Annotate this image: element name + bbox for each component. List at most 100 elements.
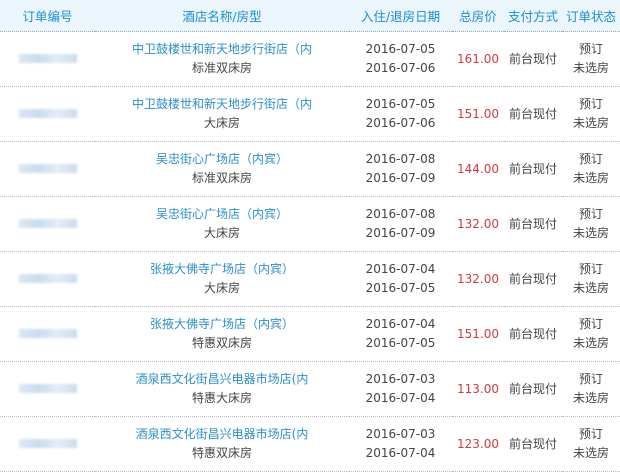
table-row[interactable]: 酒泉西文化街昌兴电器市场店(内 特惠大床房 2016-07-03 2016-07-0… [0,361,620,417]
hotel-link[interactable]: 吴忠街心广场店（内宾） [155,152,288,166]
room-type: 标准双床房 [191,171,252,185]
table-row[interactable]: 中卫鼓楼世和新天地步行街店（内 大床房 2016-07-05 2016-07-06 … [0,86,620,142]
table-row[interactable]: 张掖大佛寺广场店（内宾） 大床房 2016-07-04 2016-07-05 132… [0,251,620,307]
table-row[interactable]: 张掖大佛寺广场店（内宾） 特惠双床房 2016-07-04 2016-07-05 1… [0,306,620,362]
dates-cell: 2016-07-04 2016-07-05 [349,306,452,362]
status-cell: 预订 未选房 [562,361,620,417]
checkin-date: 2016-07-04 [365,317,436,331]
hotel-link[interactable]: 中卫鼓楼世和新天地步行街店（内 [131,97,312,111]
hotel-link[interactable]: 吴忠街心广场店（内宾） [155,207,288,221]
col-hotel: 酒店名称/房型 [95,0,349,32]
checkin-date: 2016-07-08 [365,207,436,221]
status-booked: 预订 [578,317,603,331]
hotel-cell: 酒泉西文化街昌兴电器市场店(内 特惠双床房 [95,416,349,472]
checkin-date: 2016-07-05 [365,42,436,56]
price-cell: 151.00 [452,86,504,142]
dates-cell: 2016-07-04 2016-07-05 [349,251,452,307]
order-id-cell [0,31,95,87]
status-room: 未选房 [572,391,609,405]
status-booked: 预订 [578,152,603,166]
hotel-cell: 张掖大佛寺广场店（内宾） 大床房 [95,251,349,307]
hotel-cell: 吴忠街心广场店（内宾） 标准双床房 [95,141,349,197]
payment-cell: 前台现付 [504,251,562,307]
checkout-date: 2016-07-04 [365,446,436,460]
table-row[interactable]: 酒泉西文化街昌兴电器市场店(内 特惠双床房 2016-07-03 2016-07-0… [0,416,620,472]
status-room: 未选房 [572,446,609,460]
checkout-date: 2016-07-06 [365,116,436,130]
order-id-cell [0,306,95,362]
order-id-cell [0,416,95,472]
table-row[interactable]: 中卫鼓楼世和新天地步行街店（内 标准双床房 2016-07-05 2016-07-0… [0,31,620,87]
checkin-date: 2016-07-04 [365,262,436,276]
hotel-link[interactable]: 张掖大佛寺广场店（内宾） [149,262,294,276]
status-room: 未选房 [572,61,609,75]
hotel-cell: 中卫鼓楼世和新天地步行街店（内 标准双床房 [95,31,349,87]
table-row[interactable]: 吴忠街心广场店（内宾） 标准双床房 2016-07-08 2016-07-09 14… [0,141,620,197]
blurred-order-id [18,383,77,393]
status-booked: 预订 [578,97,603,111]
status-cell: 预订 未选房 [562,196,620,252]
col-order-id: 订单编号 [0,0,95,32]
status-booked: 预订 [578,427,603,441]
dates-cell: 2016-07-08 2016-07-09 [349,196,452,252]
hotel-link[interactable]: 酒泉西文化街昌兴电器市场店(内 [135,427,309,441]
room-type: 标准双床房 [191,61,252,75]
hotel-link[interactable]: 张掖大佛寺广场店（内宾） [149,317,294,331]
col-payment: 支付方式 [504,0,562,32]
status-room: 未选房 [572,116,609,130]
status-cell: 预订 未选房 [562,306,620,362]
dates-cell: 2016-07-05 2016-07-06 [349,31,452,87]
table-header: 订单编号 酒店名称/房型 入住/退房日期 总房价 支付方式 订单状态 [0,0,620,32]
dates-cell: 2016-07-03 2016-07-04 [349,361,452,417]
status-room: 未选房 [572,281,609,295]
price-cell: 132.00 [452,196,504,252]
blurred-order-id [18,438,77,448]
price-cell: 161.00 [452,31,504,87]
price-cell: 132.00 [452,251,504,307]
checkout-date: 2016-07-04 [365,391,436,405]
table-row[interactable]: 吴忠街心广场店（内宾） 大床房 2016-07-08 2016-07-09 132.… [0,196,620,252]
payment-cell: 前台现付 [504,31,562,87]
price-cell: 123.00 [452,416,504,472]
checkout-date: 2016-07-06 [365,61,436,75]
order-id-cell [0,361,95,417]
blurred-order-id [18,328,77,338]
blurred-order-id [18,108,77,118]
hotel-cell: 吴忠街心广场店（内宾） 大床房 [95,196,349,252]
room-type: 特惠双床房 [191,336,252,350]
status-booked: 预订 [578,372,603,386]
status-cell: 预订 未选房 [562,251,620,307]
dates-cell: 2016-07-05 2016-07-06 [349,86,452,142]
room-type: 大床房 [203,226,240,240]
status-cell: 预订 未选房 [562,31,620,87]
blurred-order-id [18,218,77,228]
hotel-link[interactable]: 酒泉西文化街昌兴电器市场店(内 [135,372,309,386]
room-type: 特惠双床房 [191,446,252,460]
blurred-order-id [18,273,77,283]
hotel-cell: 张掖大佛寺广场店（内宾） 特惠双床房 [95,306,349,362]
status-booked: 预订 [578,42,603,56]
col-status: 订单状态 [562,0,620,32]
payment-cell: 前台现付 [504,86,562,142]
payment-cell: 前台现付 [504,306,562,362]
checkout-date: 2016-07-05 [365,281,436,295]
status-cell: 预订 未选房 [562,86,620,142]
checkout-date: 2016-07-09 [365,226,436,240]
status-cell: 预订 未选房 [562,141,620,197]
hotel-cell: 酒泉西文化街昌兴电器市场店(内 特惠大床房 [95,361,349,417]
checkout-date: 2016-07-05 [365,336,436,350]
dates-cell: 2016-07-03 2016-07-04 [349,416,452,472]
status-booked: 预订 [578,207,603,221]
hotel-cell: 中卫鼓楼世和新天地步行街店（内 大床房 [95,86,349,142]
order-id-cell [0,86,95,142]
hotel-link[interactable]: 中卫鼓楼世和新天地步行街店（内 [131,42,312,56]
price-cell: 151.00 [452,306,504,362]
blurred-order-id [18,53,77,63]
order-id-cell [0,141,95,197]
order-id-cell [0,251,95,307]
checkin-date: 2016-07-08 [365,152,436,166]
status-cell: 预订 未选房 [562,416,620,472]
status-room: 未选房 [572,171,609,185]
order-id-cell [0,196,95,252]
